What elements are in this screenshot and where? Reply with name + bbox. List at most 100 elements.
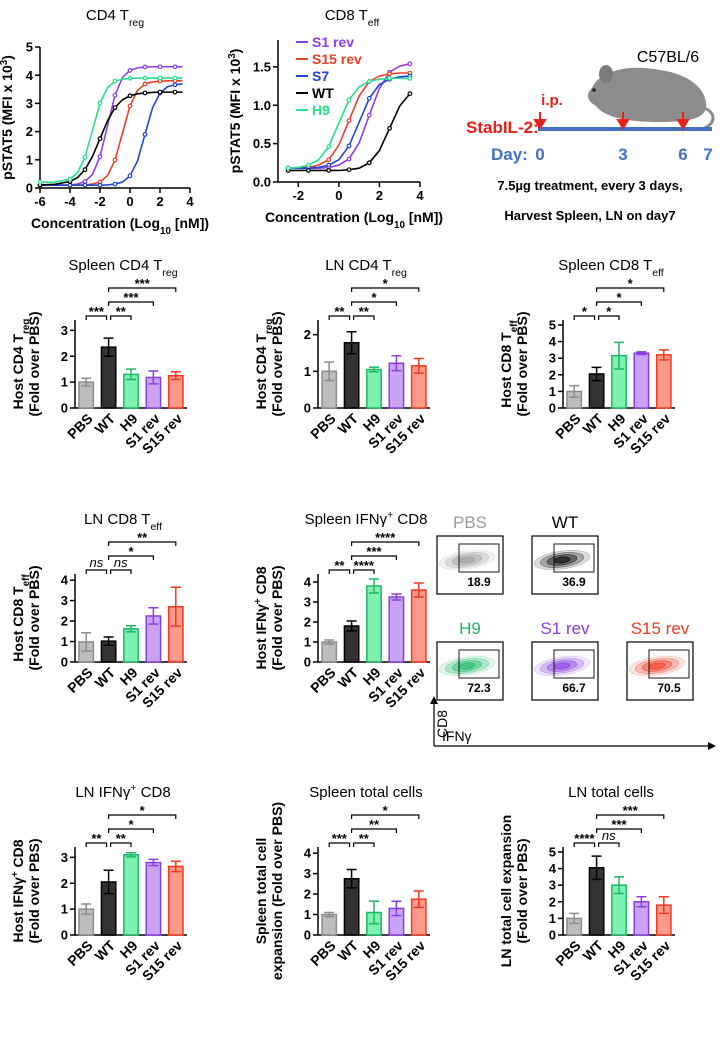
text-segment: CD8 bbox=[253, 566, 269, 598]
point bbox=[326, 144, 332, 150]
x-tick-label: 0 bbox=[126, 194, 133, 209]
y-tick-label: 1 bbox=[304, 635, 311, 650]
point bbox=[326, 162, 332, 168]
y-tick-label: 3 bbox=[549, 351, 556, 366]
y-tick-label: 1 bbox=[304, 907, 311, 922]
error-bar bbox=[391, 355, 402, 372]
y-tick-label: 2 bbox=[304, 327, 311, 342]
significance-label: **** bbox=[375, 530, 396, 545]
y-axis-label: (Fold over PBS) bbox=[26, 838, 42, 943]
y-tick-label: 2 bbox=[549, 894, 556, 909]
significance-bracket bbox=[328, 315, 351, 320]
point bbox=[127, 93, 133, 99]
point bbox=[157, 75, 163, 81]
y-axis-label: Host CD8 Teff bbox=[498, 320, 520, 408]
error-bar bbox=[391, 900, 402, 917]
significance-label: * bbox=[371, 290, 377, 305]
flow-y-label: CD8 bbox=[434, 710, 450, 738]
significance-bracket bbox=[108, 301, 154, 306]
significance-label: **** bbox=[574, 831, 595, 846]
plot-frame bbox=[531, 641, 599, 701]
point bbox=[172, 64, 178, 70]
significance-label: *** bbox=[611, 817, 627, 832]
chart-title: Spleen IFNγ+ CD8 bbox=[305, 509, 428, 528]
y-tick-label: 3 bbox=[304, 866, 311, 881]
significance-bracket bbox=[110, 315, 132, 320]
flow-x-label: IFNγ bbox=[442, 728, 472, 744]
point bbox=[112, 92, 118, 98]
y-tick-label: 5 bbox=[549, 318, 556, 333]
significance-bracket bbox=[596, 301, 642, 306]
note: Harvest Spleen, LN on day7 bbox=[504, 208, 675, 223]
plot-frame bbox=[436, 641, 504, 701]
point bbox=[366, 160, 372, 166]
text-segment: eff bbox=[21, 574, 32, 587]
point bbox=[97, 154, 103, 160]
significance-bracket bbox=[596, 814, 665, 819]
text-segment: [nM]) bbox=[405, 209, 443, 225]
error-bar bbox=[170, 860, 181, 873]
bar bbox=[655, 354, 672, 409]
x-tick-label: WT bbox=[91, 937, 118, 964]
text-segment: LN CD4 T bbox=[325, 257, 391, 274]
chart-title: CD8 Teff bbox=[325, 7, 380, 29]
significance-label: ns bbox=[602, 828, 616, 843]
chart-title: LN IFNγ+ CD8 bbox=[75, 782, 170, 801]
y-tick-label: 1 bbox=[304, 364, 311, 379]
schematic: C57BL/6 i.p. StabIL-2: Day: 0 3 6 7 7.5µ… bbox=[466, 49, 715, 223]
text-segment: reg bbox=[21, 319, 32, 334]
significance-bracket bbox=[351, 555, 397, 560]
point bbox=[346, 118, 352, 123]
x-tick-label: 4 bbox=[416, 188, 424, 203]
significance-bracket bbox=[110, 569, 132, 574]
y-tick-label: 4 bbox=[549, 861, 557, 876]
significance-label: * bbox=[383, 276, 389, 291]
error-bar bbox=[103, 337, 114, 357]
text-segment: reg bbox=[392, 267, 407, 279]
error-bar bbox=[614, 341, 624, 370]
error-bar bbox=[369, 578, 379, 594]
significance-bracket bbox=[351, 828, 397, 833]
point bbox=[112, 105, 118, 111]
gate bbox=[553, 649, 595, 679]
text-segment: pSTAT5 (MFI x 10 bbox=[227, 59, 243, 174]
point bbox=[127, 173, 133, 179]
text-segment: Host CD4 T bbox=[10, 333, 26, 409]
x-axis-label: Concentration (Log10 [nM]) bbox=[265, 209, 443, 231]
significance-bracket bbox=[573, 842, 596, 847]
error-bar bbox=[170, 586, 181, 627]
x-tick-label: WT bbox=[334, 937, 361, 964]
text-segment: + bbox=[253, 598, 264, 604]
y-tick-label: 1 bbox=[549, 384, 556, 399]
y-tick-label: 2 bbox=[304, 887, 311, 902]
point bbox=[127, 75, 133, 81]
text-segment: reg bbox=[129, 17, 144, 29]
x-tick-label: WT bbox=[91, 410, 118, 437]
x-axis-label: Concentration (Log10 [nM]) bbox=[31, 215, 209, 237]
mouse-body bbox=[587, 67, 707, 122]
y-axis-label: (Fold over PBS) bbox=[514, 838, 530, 943]
gate-percent: 18.9 bbox=[467, 575, 491, 589]
text-segment: 3 bbox=[0, 59, 10, 65]
bar bbox=[123, 628, 139, 663]
error-bar bbox=[148, 370, 159, 385]
curve bbox=[40, 83, 183, 186]
text-segment: ) bbox=[227, 49, 243, 54]
chart-title: LN CD8 Teff bbox=[84, 511, 162, 533]
y-tick-label: 4 bbox=[304, 846, 312, 861]
error-bar bbox=[324, 911, 335, 918]
significance-label: **** bbox=[354, 558, 375, 573]
text-segment: Host IFNγ bbox=[253, 604, 269, 670]
x-tick-label: -6 bbox=[34, 194, 46, 209]
text-segment: Host CD8 T bbox=[498, 332, 514, 408]
significance-bracket bbox=[110, 842, 132, 847]
significance-label: * bbox=[383, 803, 389, 818]
point bbox=[97, 100, 103, 106]
error-bar bbox=[636, 896, 647, 908]
significance-label: ** bbox=[116, 831, 127, 846]
chart-title: Spleen CD4 Treg bbox=[68, 257, 177, 279]
error-bar bbox=[413, 890, 424, 909]
point bbox=[67, 176, 73, 182]
legend-label: H9 bbox=[312, 102, 330, 118]
point bbox=[82, 182, 88, 188]
